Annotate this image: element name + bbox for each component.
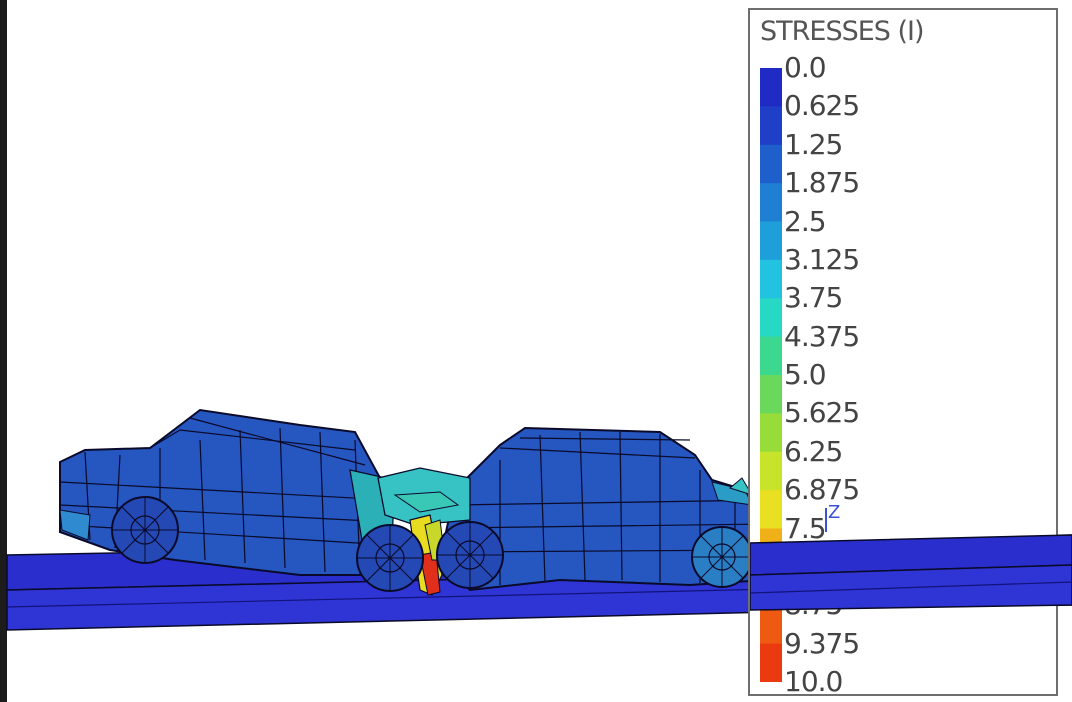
legend-tick-label: 2.5 bbox=[784, 204, 827, 238]
legend-color-segment bbox=[760, 490, 782, 529]
legend-title: STRESSES (I) bbox=[760, 16, 925, 47]
legend-color-segment bbox=[760, 451, 782, 491]
legend-color-segment bbox=[760, 68, 782, 107]
legend-tick-label: 7.5 bbox=[784, 511, 827, 545]
legend-tick-label: 9.375 bbox=[784, 626, 860, 660]
legend-color-segment bbox=[760, 375, 782, 414]
legend-tick-labels: 0.0 0.625 1.25 1.875 2.5 3.125 3.75 4.375 5.0 5.6… bbox=[784, 10, 1044, 698]
road-slab-overlap bbox=[750, 534, 1072, 611]
legend-tick-label: 10.0 bbox=[784, 665, 843, 698]
left-car-mesh bbox=[59, 408, 396, 576]
wheel-left-rear bbox=[111, 496, 179, 564]
legend-color-segment bbox=[760, 221, 782, 261]
window-edge bbox=[0, 0, 7, 702]
legend-tick-label: 3.125 bbox=[784, 242, 860, 276]
legend-tick-label: 4.375 bbox=[784, 319, 860, 353]
legend-color-segment bbox=[760, 106, 782, 146]
legend-color-segment bbox=[760, 605, 782, 645]
legend-tick-label: 6.875 bbox=[784, 473, 860, 507]
legend-color-segment bbox=[760, 336, 782, 376]
legend-color-segment bbox=[760, 298, 782, 338]
legend-tick-label: 5.625 bbox=[784, 396, 860, 430]
triad-z-label: Z bbox=[828, 502, 840, 523]
legend-color-segment bbox=[760, 259, 782, 299]
legend-tick-label: 3.75 bbox=[784, 281, 843, 315]
legend-tick-label: 6.25 bbox=[784, 434, 843, 468]
wheel-right-front bbox=[436, 521, 504, 589]
legend-tick-label: 1.875 bbox=[784, 166, 860, 200]
legend-color-segment bbox=[760, 144, 782, 184]
legend-tick-label: 1.25 bbox=[784, 127, 843, 161]
crush-zone bbox=[377, 467, 471, 596]
wheel-right-rear bbox=[691, 526, 753, 588]
axis-triad: Z bbox=[825, 502, 840, 532]
wheel-left-front bbox=[356, 524, 424, 592]
legend-color-segment bbox=[760, 643, 782, 682]
legend-color-segment bbox=[760, 183, 782, 222]
legend-tick-label: 0.0 bbox=[784, 51, 827, 84]
legend-color-segment bbox=[760, 413, 782, 453]
legend-tick-label: 0.625 bbox=[784, 89, 860, 123]
legend-tick-label: 5.0 bbox=[784, 358, 827, 391]
